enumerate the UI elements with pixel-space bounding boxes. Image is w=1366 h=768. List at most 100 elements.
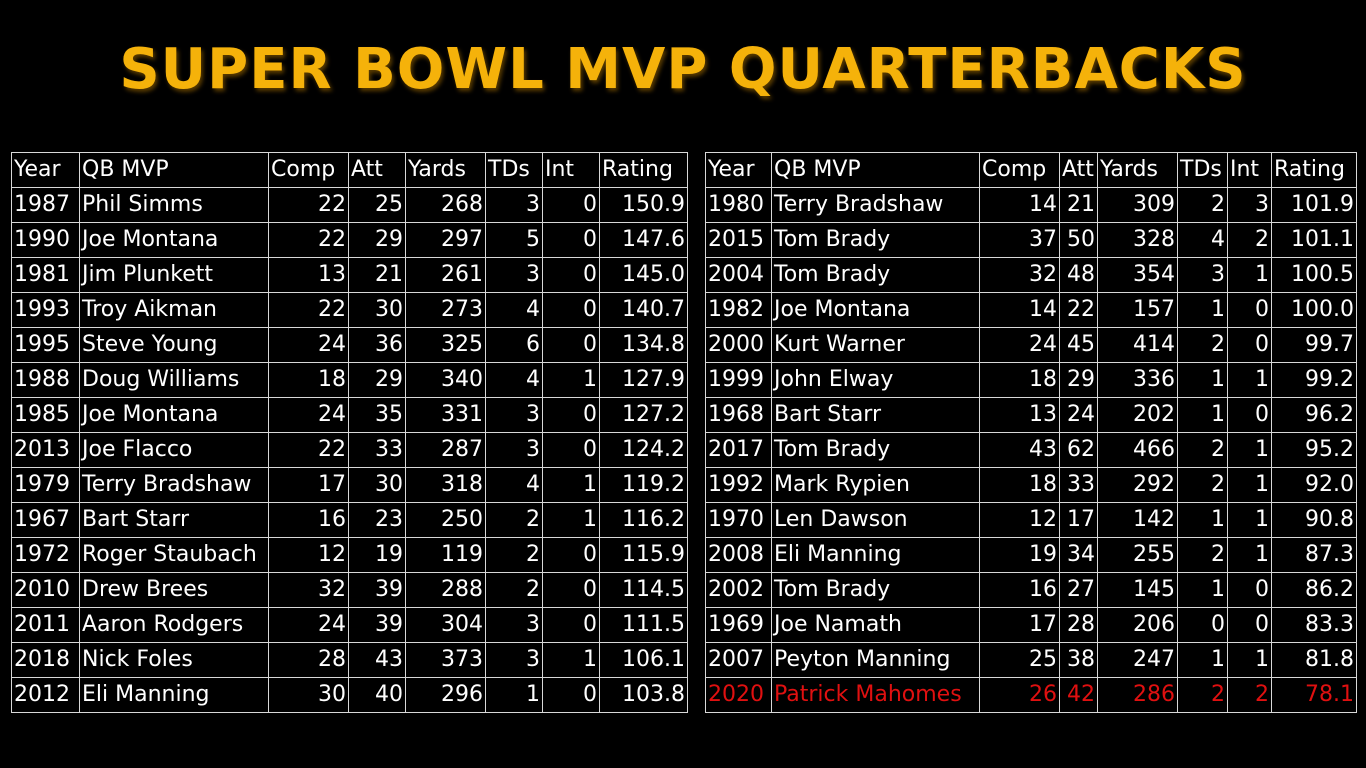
- column-header-rating: Rating: [1271, 152, 1357, 188]
- cell-yards: 318: [405, 467, 486, 503]
- cell-int: 1: [1227, 502, 1272, 538]
- cell-qb-mvp: Roger Staubach: [79, 537, 269, 573]
- table-row: 1980 Terry Bradshaw 14 21 309 2 3 101.9: [705, 187, 1357, 223]
- table-row: 2017 Tom Brady 43 62 466 2 1 95.2: [705, 432, 1357, 468]
- cell-tds: 4: [485, 292, 543, 328]
- cell-int: 1: [1227, 467, 1272, 503]
- cell-int: 1: [542, 362, 600, 398]
- cell-att: 29: [348, 222, 406, 258]
- cell-tds: 2: [1177, 537, 1228, 573]
- cell-rating: 92.0: [1271, 467, 1357, 503]
- cell-comp: 22: [268, 187, 349, 223]
- table-row: 1967 Bart Starr 16 23 250 2 1 116.2: [11, 502, 688, 538]
- cell-qb-mvp: Jim Plunkett: [79, 257, 269, 293]
- mvp-table-left: Year QB MVP Comp Att Yards TDs Int Rating 1987 P…: [11, 152, 688, 713]
- cell-qb-mvp: Aaron Rodgers: [79, 607, 269, 643]
- cell-tds: 1: [485, 677, 543, 713]
- cell-int: 1: [542, 502, 600, 538]
- cell-qb-mvp: Drew Brees: [79, 572, 269, 608]
- cell-rating: 100.0: [1271, 292, 1357, 328]
- cell-comp: 17: [979, 607, 1060, 643]
- cell-year: 1995: [11, 327, 80, 363]
- cell-yards: 466: [1097, 432, 1178, 468]
- cell-rating: 81.8: [1271, 642, 1357, 678]
- cell-comp: 14: [979, 187, 1060, 223]
- cell-year: 2017: [705, 432, 772, 468]
- column-header-year: Year: [705, 152, 772, 188]
- cell-int: 1: [1227, 362, 1272, 398]
- cell-rating: 124.2: [599, 432, 688, 468]
- cell-year: 1992: [705, 467, 772, 503]
- cell-tds: 3: [485, 257, 543, 293]
- cell-int: 0: [542, 677, 600, 713]
- cell-tds: 1: [1177, 292, 1228, 328]
- cell-tds: 5: [485, 222, 543, 258]
- cell-tds: 0: [1177, 607, 1228, 643]
- cell-comp: 22: [268, 292, 349, 328]
- cell-int: 0: [542, 397, 600, 433]
- cell-tds: 1: [1177, 502, 1228, 538]
- cell-att: 19: [348, 537, 406, 573]
- cell-year: 2018: [11, 642, 80, 678]
- cell-int: 3: [1227, 187, 1272, 223]
- table-row: 1992 Mark Rypien 18 33 292 2 1 92.0: [705, 467, 1357, 503]
- cell-rating: 83.3: [1271, 607, 1357, 643]
- cell-tds: 1: [1177, 397, 1228, 433]
- cell-comp: 28: [268, 642, 349, 678]
- cell-rating: 106.1: [599, 642, 688, 678]
- cell-qb-mvp: Bart Starr: [771, 397, 980, 433]
- cell-comp: 32: [268, 572, 349, 608]
- cell-tds: 3: [485, 397, 543, 433]
- cell-att: 43: [348, 642, 406, 678]
- cell-year: 1985: [11, 397, 80, 433]
- cell-att: 27: [1059, 572, 1098, 608]
- cell-att: 29: [348, 362, 406, 398]
- cell-year: 2020: [705, 677, 772, 713]
- column-header-qb-mvp: QB MVP: [771, 152, 980, 188]
- cell-rating: 114.5: [599, 572, 688, 608]
- cell-yards: 325: [405, 327, 486, 363]
- column-header-qb-mvp: QB MVP: [79, 152, 269, 188]
- cell-comp: 13: [268, 257, 349, 293]
- page-title: SUPER BOWL MVP QUARTERBACKS: [119, 37, 1247, 102]
- mvp-table-right: Year QB MVP Comp Att Yards TDs Int Rating 1980 T…: [705, 152, 1357, 713]
- cell-comp: 18: [268, 362, 349, 398]
- cell-yards: 309: [1097, 187, 1178, 223]
- cell-int: 1: [542, 642, 600, 678]
- cell-qb-mvp: Troy Aikman: [79, 292, 269, 328]
- cell-tds: 2: [485, 572, 543, 608]
- cell-int: 0: [542, 257, 600, 293]
- cell-int: 2: [1227, 677, 1272, 713]
- cell-tds: 2: [1177, 187, 1228, 223]
- cell-att: 39: [348, 607, 406, 643]
- cell-rating: 127.9: [599, 362, 688, 398]
- cell-att: 33: [1059, 467, 1098, 503]
- cell-comp: 16: [979, 572, 1060, 608]
- cell-qb-mvp: Eli Manning: [771, 537, 980, 573]
- table-row: 2010 Drew Brees 32 39 288 2 0 114.5: [11, 572, 688, 608]
- cell-comp: 13: [979, 397, 1060, 433]
- cell-yards: 414: [1097, 327, 1178, 363]
- table-row: 1993 Troy Aikman 22 30 273 4 0 140.7: [11, 292, 688, 328]
- cell-yards: 292: [1097, 467, 1178, 503]
- cell-tds: 2: [1177, 432, 1228, 468]
- cell-int: 1: [1227, 642, 1272, 678]
- cell-att: 48: [1059, 257, 1098, 293]
- cell-comp: 26: [979, 677, 1060, 713]
- cell-comp: 14: [979, 292, 1060, 328]
- cell-comp: 30: [268, 677, 349, 713]
- cell-comp: 24: [268, 607, 349, 643]
- cell-tds: 1: [1177, 572, 1228, 608]
- cell-rating: 99.2: [1271, 362, 1357, 398]
- column-header-int: Int: [542, 152, 600, 188]
- cell-tds: 3: [485, 642, 543, 678]
- cell-rating: 101.1: [1271, 222, 1357, 258]
- cell-yards: 206: [1097, 607, 1178, 643]
- cell-att: 33: [348, 432, 406, 468]
- cell-yards: 336: [1097, 362, 1178, 398]
- cell-year: 2010: [11, 572, 80, 608]
- cell-qb-mvp: Doug Williams: [79, 362, 269, 398]
- cell-int: 0: [1227, 607, 1272, 643]
- cell-int: 2: [1227, 222, 1272, 258]
- cell-qb-mvp: Eli Manning: [79, 677, 269, 713]
